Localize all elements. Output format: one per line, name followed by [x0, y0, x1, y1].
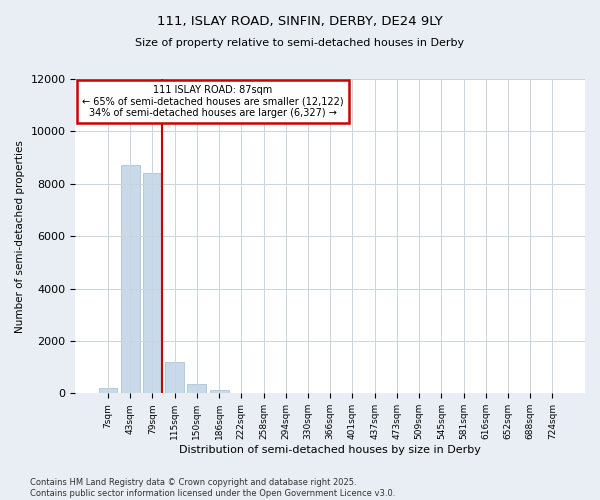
- Bar: [121, 166, 140, 394]
- Bar: [143, 174, 162, 394]
- Text: 111 ISLAY ROAD: 87sqm
← 65% of semi-detached houses are smaller (12,122)
34% of : 111 ISLAY ROAD: 87sqm ← 65% of semi-deta…: [82, 86, 344, 118]
- Text: Size of property relative to semi-detached houses in Derby: Size of property relative to semi-detach…: [136, 38, 464, 48]
- Bar: [209, 390, 229, 394]
- Text: 111, ISLAY ROAD, SINFIN, DERBY, DE24 9LY: 111, ISLAY ROAD, SINFIN, DERBY, DE24 9LY: [157, 15, 443, 28]
- Y-axis label: Number of semi-detached properties: Number of semi-detached properties: [15, 140, 25, 332]
- Bar: [165, 362, 184, 394]
- X-axis label: Distribution of semi-detached houses by size in Derby: Distribution of semi-detached houses by …: [179, 445, 481, 455]
- Bar: [98, 388, 118, 394]
- Bar: [187, 384, 206, 394]
- Text: Contains HM Land Registry data © Crown copyright and database right 2025.
Contai: Contains HM Land Registry data © Crown c…: [30, 478, 395, 498]
